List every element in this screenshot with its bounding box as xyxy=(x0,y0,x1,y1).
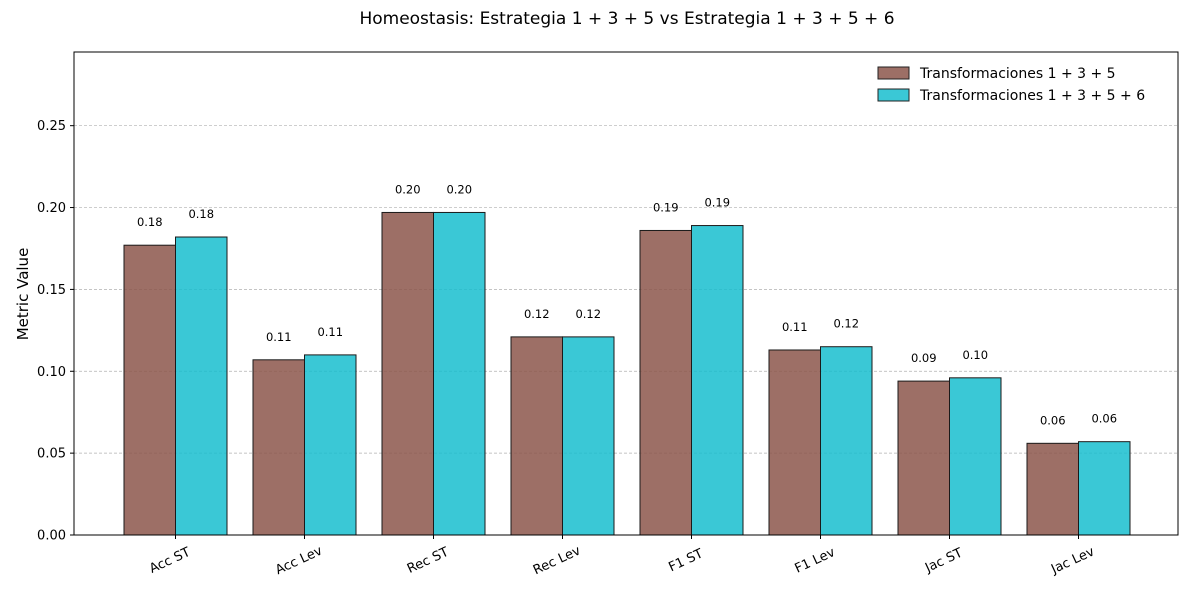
x-tick-label: Jac ST xyxy=(922,546,965,577)
data-label: 0.20 xyxy=(395,182,421,196)
data-label: 0.06 xyxy=(1040,413,1066,427)
bar-series-2-acc-lev xyxy=(304,354,357,536)
x-tick-label: Acc Lev xyxy=(273,543,325,578)
legend: Transformaciones 1 + 3 + 5 Transformacio… xyxy=(868,60,1174,110)
bar-series-1-acc-st xyxy=(123,244,176,536)
x-axis-ticks: Acc ST Acc Lev Rec ST Rec Lev F1 ST F1 Lev Jac… xyxy=(147,535,1097,578)
bar-series-2-f1-lev xyxy=(820,346,873,536)
bar-series-1-f1-lev xyxy=(768,349,821,536)
data-labels: 0.18 0.18 0.11 0.11 0.20 0.20 0.12 0.12 0.19 0.19… xyxy=(137,182,1117,427)
data-label: 0.11 xyxy=(317,325,343,339)
legend-frame xyxy=(868,60,1174,110)
data-label: 0.11 xyxy=(782,320,808,334)
y-tick-label: 0.25 xyxy=(37,119,66,134)
y-tick-label: 0.10 xyxy=(37,365,66,380)
data-label: 0.12 xyxy=(575,307,601,321)
x-tick-label: Jac Lev xyxy=(1048,544,1097,577)
y-axis-label: Metric Value xyxy=(14,248,32,341)
grid-lines xyxy=(74,125,1178,454)
y-tick-label: 0.15 xyxy=(37,283,66,298)
legend-label-series-1: Transformaciones 1 + 3 + 5 xyxy=(919,66,1116,82)
bar-series-1-f1-st xyxy=(639,229,692,536)
data-label: 0.12 xyxy=(833,317,859,331)
plot-frame xyxy=(73,51,1179,536)
data-label: 0.18 xyxy=(137,215,163,229)
x-tick-label: Rec ST xyxy=(405,545,451,577)
data-label: 0.09 xyxy=(911,351,937,365)
chart-title: Homeostasis: Estrategia 1 + 3 + 5 vs Est… xyxy=(359,9,894,29)
y-tick-label: 0.05 xyxy=(37,447,66,462)
bar-series-1-rec-lev xyxy=(510,336,563,536)
data-label: 0.20 xyxy=(446,182,472,196)
legend-swatch-series-1 xyxy=(877,66,910,80)
data-label: 0.06 xyxy=(1091,412,1117,426)
bar-series-2-jac-lev xyxy=(1078,441,1131,536)
data-label: 0.10 xyxy=(962,348,988,362)
bar-series-2-rec-lev xyxy=(562,336,615,536)
data-label: 0.18 xyxy=(188,207,214,221)
bar-series-1-acc-lev xyxy=(252,359,305,536)
y-tick-label: 0.00 xyxy=(37,529,66,544)
data-label: 0.19 xyxy=(653,200,679,214)
y-tick-label: 0.20 xyxy=(37,201,66,216)
x-tick-label: Rec Lev xyxy=(531,543,583,578)
legend-swatch-series-2 xyxy=(877,88,910,102)
bar-series-1-jac-lev xyxy=(1026,442,1079,536)
bar-series-1-rec-st xyxy=(381,211,434,536)
bar-series-2-f1-st xyxy=(691,225,744,536)
bar-series-2-jac-st xyxy=(949,377,1002,536)
bar-series-1-jac-st xyxy=(897,380,950,536)
x-tick-label: F1 Lev xyxy=(793,545,838,577)
data-label: 0.19 xyxy=(704,196,730,210)
legend-label-series-2: Transformaciones 1 + 3 + 5 + 6 xyxy=(919,88,1145,104)
x-tick-label: Acc ST xyxy=(147,545,193,577)
data-label: 0.11 xyxy=(266,330,292,344)
x-tick-label: F1 ST xyxy=(667,546,706,575)
bars xyxy=(123,211,1131,536)
bar-series-2-acc-st xyxy=(175,236,228,536)
y-axis-ticks: 0.00 0.05 0.10 0.15 0.20 0.25 xyxy=(37,119,74,544)
data-label: 0.12 xyxy=(524,307,550,321)
bar-series-2-rec-st xyxy=(433,211,486,536)
